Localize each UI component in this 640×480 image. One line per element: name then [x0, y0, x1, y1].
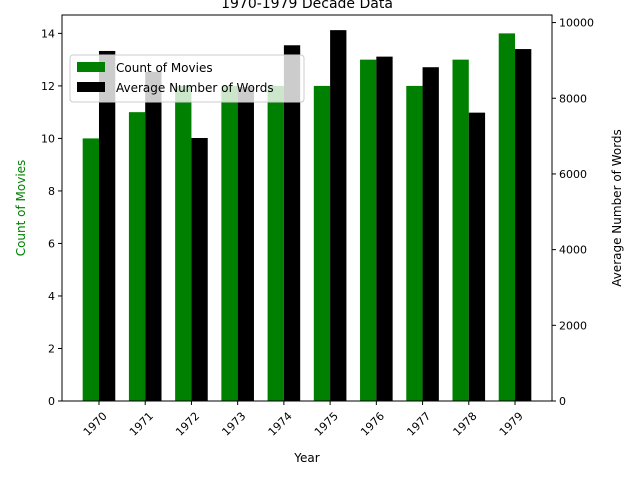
- legend: Count of Movies Average Number of Words: [69, 54, 305, 103]
- bar-count-of-movies-1978: [452, 59, 469, 401]
- bar-count-of-movies-1979: [498, 33, 516, 401]
- bar-average-number-of-words-1976: [376, 56, 393, 401]
- y-left-tick-label: 4: [48, 290, 55, 303]
- y-left-tick-label: 6: [48, 237, 55, 250]
- chart-title: 1970-1979 Decade Data: [221, 0, 393, 12]
- bar-count-of-movies-1971: [128, 112, 146, 401]
- y-left-tick-label: 0: [48, 395, 55, 408]
- bar-count-of-movies-1973: [221, 85, 238, 402]
- y-left-tick-label: 2: [48, 342, 55, 355]
- y-right-tick-label: 4000: [559, 244, 587, 257]
- y-left-tick-label: 14: [41, 27, 55, 40]
- bar-average-number-of-words-1975: [330, 30, 347, 401]
- bar-average-number-of-words-1977: [422, 67, 439, 401]
- y-axis-right-label: Average Number of Words: [610, 129, 624, 287]
- y-right-tick-label: 10000: [559, 17, 594, 30]
- bar-count-of-movies-1975: [313, 85, 331, 402]
- bar-average-number-of-words-1972: [191, 137, 208, 402]
- bar-average-number-of-words-1970: [98, 50, 116, 401]
- y-right-tick-label: 2000: [559, 319, 587, 332]
- legend-swatch-count-of-movies: [77, 62, 105, 72]
- bar-count-of-movies-1974: [267, 85, 284, 402]
- bar-average-number-of-words-1979: [515, 49, 532, 402]
- x-axis-label: Year: [293, 451, 319, 465]
- legend-frame: [69, 54, 305, 103]
- y-right-tick-label: 8000: [559, 92, 587, 105]
- bar-count-of-movies-1976: [360, 59, 377, 401]
- legend-label-count-of-movies: Count of Movies: [116, 61, 213, 75]
- legend-swatch-average-number-of-words: [77, 82, 105, 92]
- bar-average-number-of-words-1974: [283, 45, 301, 402]
- bar-count-of-movies-1972: [175, 85, 192, 402]
- bars-layer: [82, 30, 532, 402]
- bar-count-of-movies-1970: [82, 138, 99, 401]
- y-left-tick-label: 8: [48, 185, 55, 198]
- plot-frame: [61, 14, 553, 402]
- y-right-tick-label: 0: [559, 395, 566, 408]
- y-left-tick-label: 10: [41, 132, 55, 145]
- bar-average-number-of-words-1971: [145, 71, 162, 401]
- y-left-tick-label: 12: [41, 80, 55, 93]
- bar-average-number-of-words-1978: [468, 112, 486, 401]
- bar-count-of-movies-1977: [406, 85, 423, 402]
- y-axis-left-label: Count of Movies: [14, 160, 28, 257]
- y-right-tick-label: 6000: [559, 168, 587, 181]
- bar-average-number-of-words-1973: [237, 86, 254, 402]
- legend-label-average-number-of-words: Average Number of Words: [116, 81, 274, 95]
